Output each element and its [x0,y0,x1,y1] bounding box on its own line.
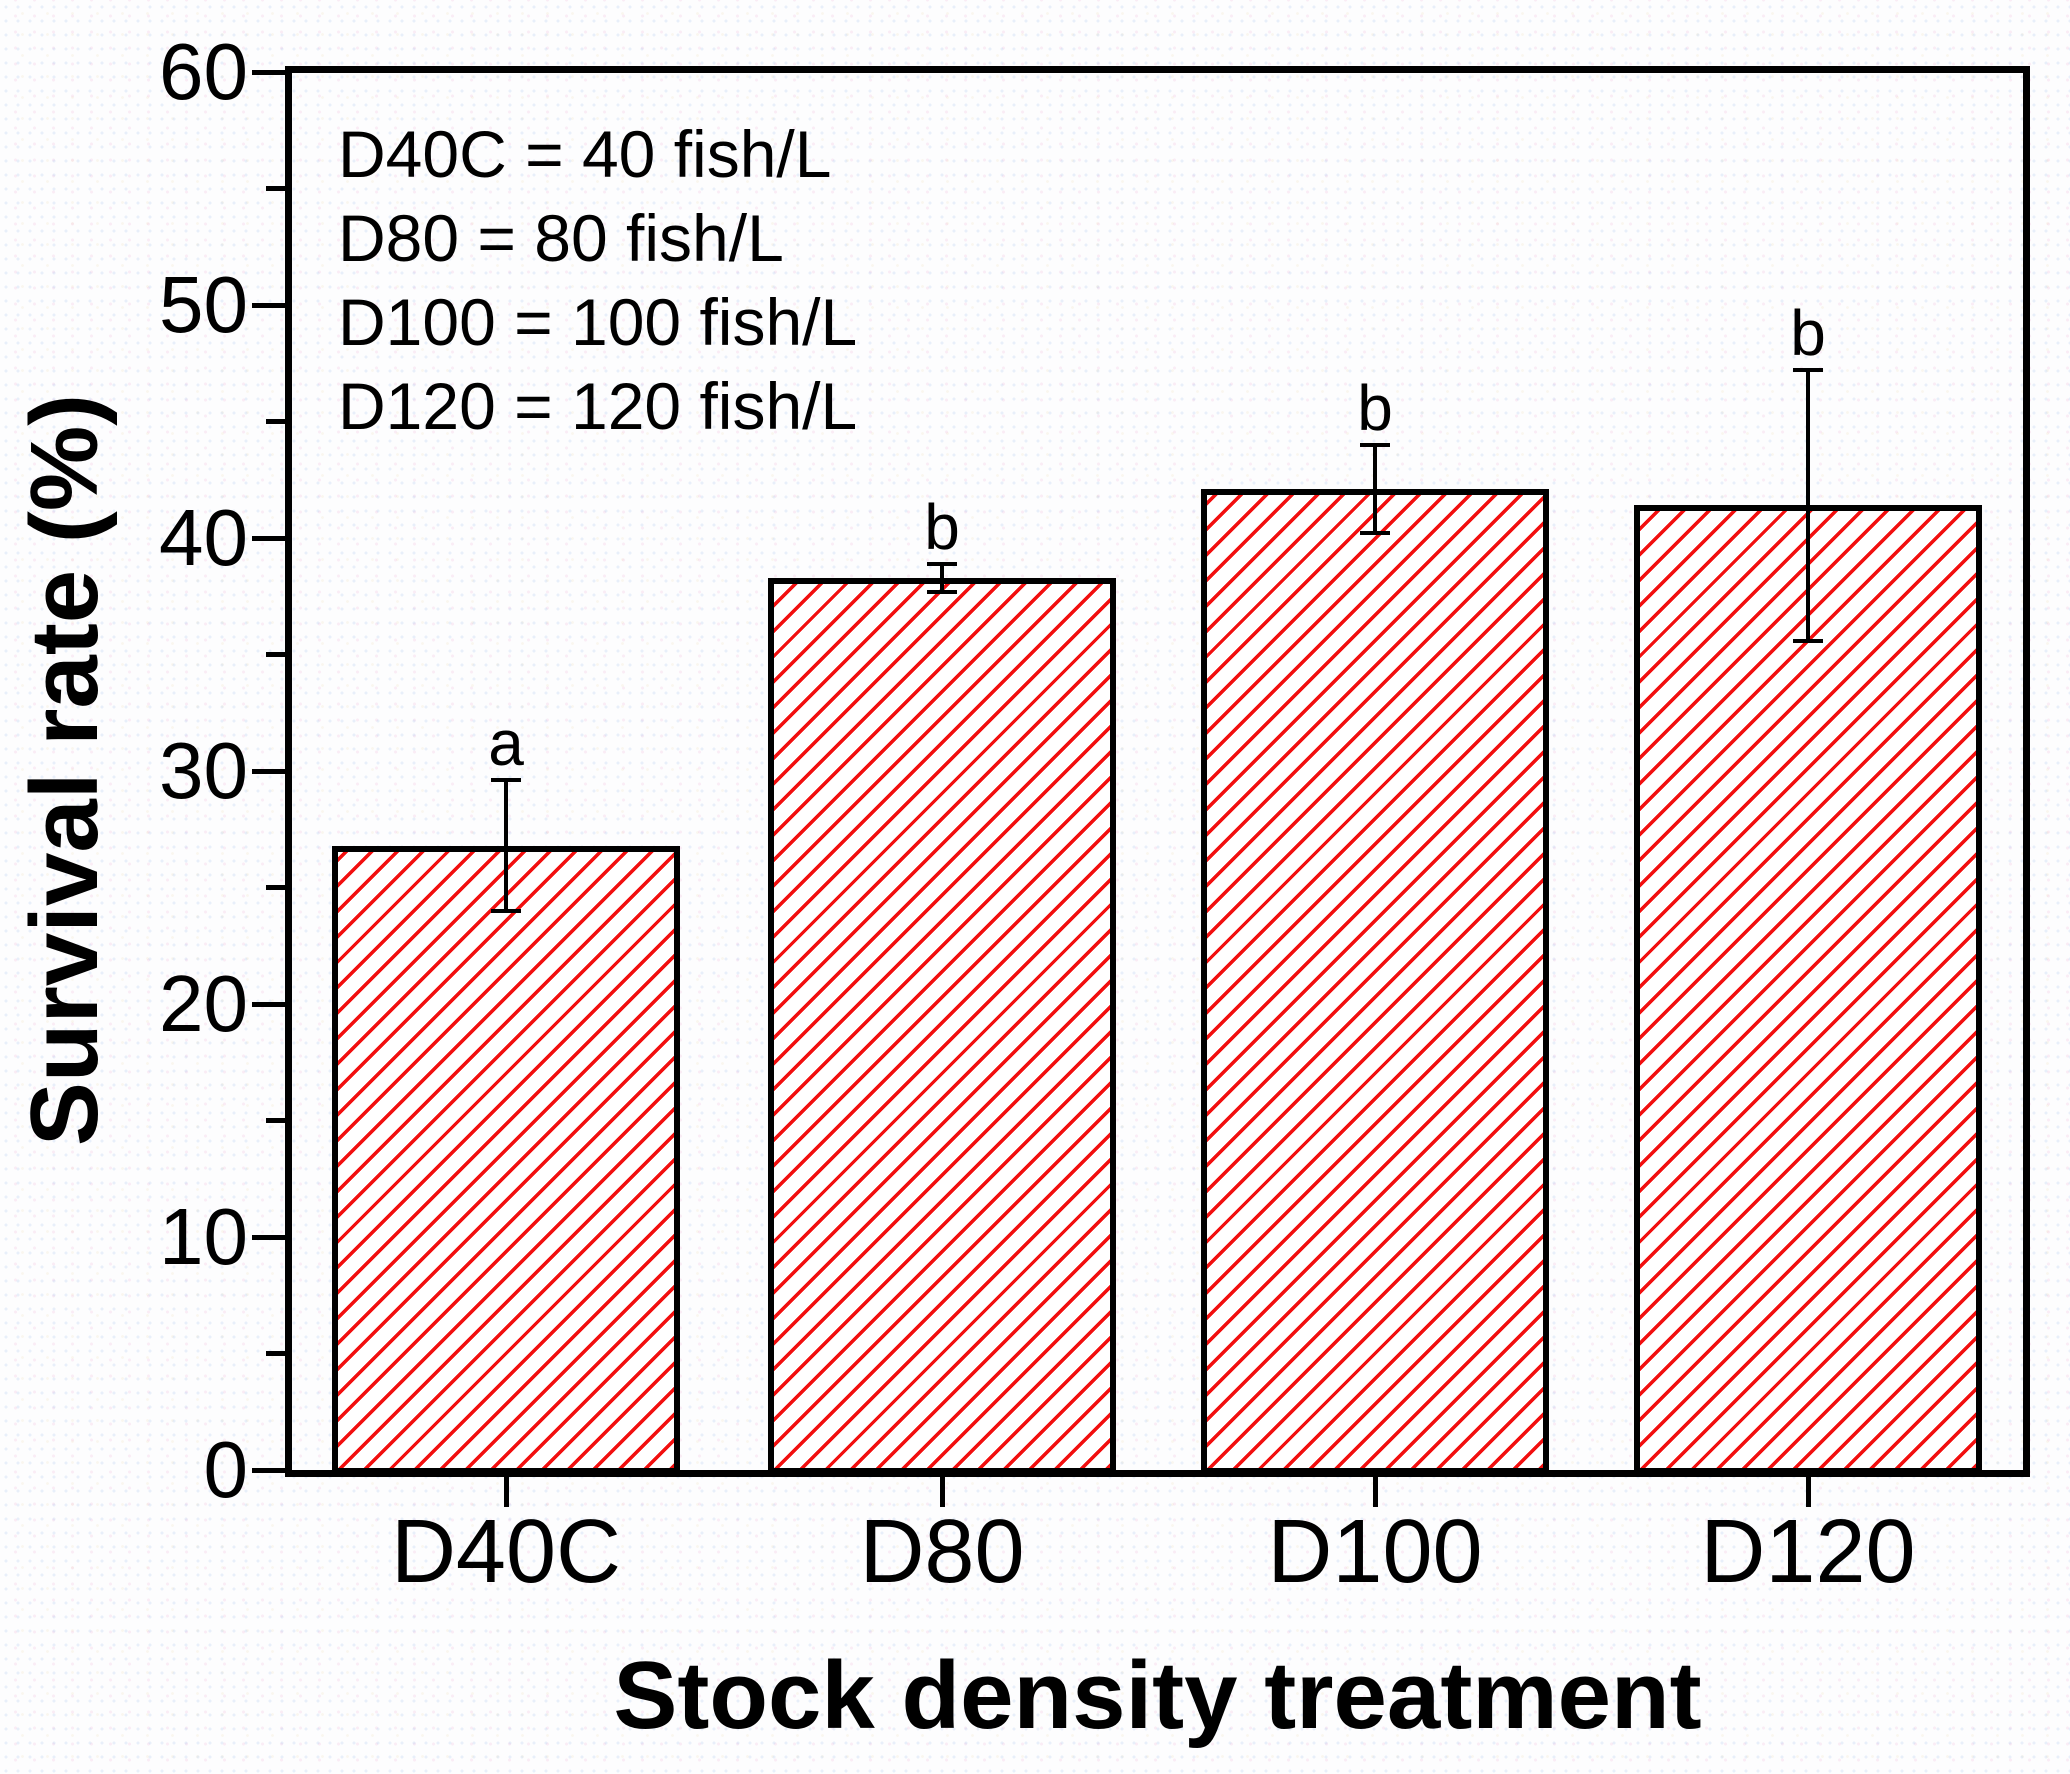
x-tick-label-D100: D100 [1267,1502,1483,1602]
error-bar-line-D80 [940,563,944,592]
error-bar-line-D100 [1373,444,1377,534]
y-major-tick [252,69,285,75]
error-bar-cap-bottom-D120 [1793,638,1823,643]
y-major-tick [252,1467,285,1473]
y-minor-tick [266,652,285,657]
significance-letter-D120: b [1790,297,1826,370]
y-minor-tick [266,885,285,890]
error-bar-cap-bottom-D100 [1360,531,1390,536]
y-axis-title: Survival rate (%) [11,393,118,1147]
x-tick-label-D120: D120 [1700,1502,1916,1602]
y-major-tick [252,535,285,541]
y-tick-label: 40 [159,493,248,582]
y-major-tick [252,302,285,308]
significance-letter-D100: b [1357,371,1393,444]
error-bar-line-D40C [504,780,508,911]
significance-letter-D80: b [924,490,960,563]
significance-letter-D40C: a [488,707,524,780]
x-axis-title: Stock density treatment [613,1642,1702,1749]
y-tick-label: 20 [159,959,248,1048]
error-bar-cap-top-D120 [1793,368,1823,373]
error-bar-cap-bottom-D80 [927,589,957,594]
error-bar-cap-top-D80 [927,561,957,566]
bar-D120 [1634,505,1982,1474]
y-tick-label: 0 [203,1425,249,1514]
y-major-tick [252,1234,285,1240]
error-bar-cap-top-D100 [1360,442,1390,447]
error-bar-cap-top-D40C [491,778,521,783]
legend: D40C = 40 fish/L D80 = 80 fish/L D100 = 10… [338,112,857,448]
y-tick-label: 30 [159,726,248,815]
y-minor-tick [266,1118,285,1123]
y-tick-label: 10 [159,1192,248,1281]
x-tick-D40C [503,1477,509,1507]
legend-line-3: D100 = 100 fish/L [338,285,858,359]
y-minor-tick [266,1351,285,1356]
y-tick-label: 50 [159,260,248,349]
y-major-tick [252,768,285,774]
x-tick-label-D40C: D40C [390,1502,622,1602]
legend-line-2: D80 = 80 fish/L [338,201,784,275]
bar-D100 [1201,489,1549,1474]
bar-D40C [332,845,680,1474]
legend-line-4: D120 = 120 fish/L [338,369,858,443]
x-tick-D100 [1372,1477,1378,1507]
y-minor-tick [266,186,285,191]
bar-D80 [768,577,1116,1474]
x-tick-D80 [939,1477,945,1507]
legend-line-1: D40C = 40 fish/L [338,117,832,191]
x-tick-label-D80: D80 [859,1502,1025,1602]
error-bar-line-D120 [1806,370,1810,641]
y-minor-tick [266,419,285,424]
y-tick-label: 60 [159,27,248,116]
x-tick-D120 [1805,1477,1811,1507]
y-major-tick [252,1001,285,1007]
error-bar-cap-bottom-D40C [491,908,521,913]
